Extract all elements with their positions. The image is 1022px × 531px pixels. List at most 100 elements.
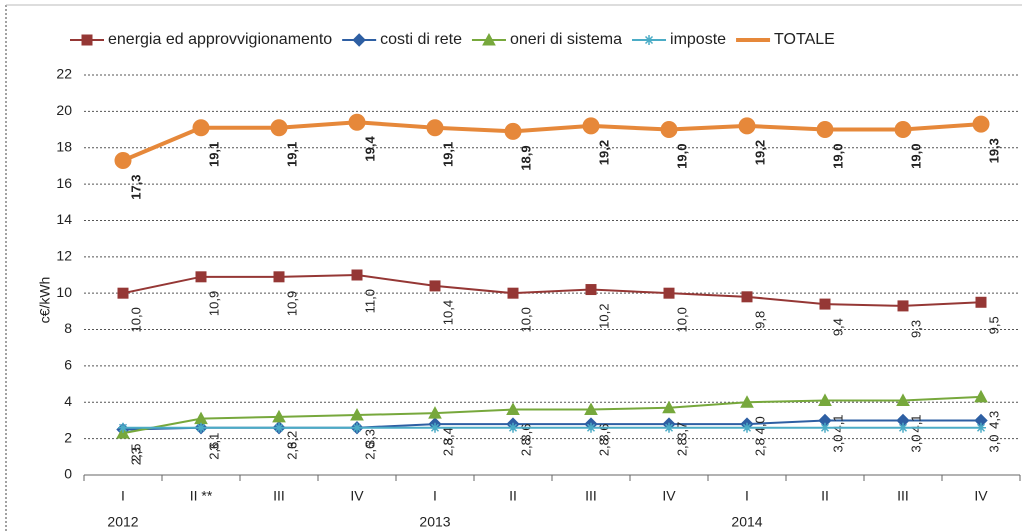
- point: [585, 284, 597, 296]
- value-label: 11,0: [362, 289, 377, 313]
- point: [662, 400, 676, 414]
- y-tick-label: 6: [64, 357, 72, 373]
- point: [742, 422, 752, 433]
- value-label: 4,3: [986, 411, 1001, 429]
- point: [898, 422, 908, 433]
- y-tick-label: 20: [56, 102, 72, 118]
- series-line: [122, 273, 982, 307]
- point: [976, 422, 986, 433]
- legend-item: oneri di sistema: [471, 31, 622, 48]
- point: [272, 409, 286, 423]
- value-label: 2,8: [596, 438, 611, 456]
- point: [664, 422, 674, 433]
- value-label: 3,6: [518, 424, 533, 442]
- value-label: 18,9: [518, 145, 533, 170]
- legend-item: energia ed approvvigionamento: [70, 31, 332, 48]
- series-line: [122, 395, 982, 435]
- point: [504, 122, 522, 140]
- value-label: 19,3: [986, 138, 1001, 163]
- value-label: 10,0: [674, 307, 689, 332]
- value-label: 3,0: [830, 434, 845, 452]
- y-tick-label: 4: [64, 393, 72, 409]
- value-label: 19,2: [752, 140, 767, 165]
- point: [430, 422, 440, 433]
- point: [975, 296, 987, 308]
- series: [118, 422, 986, 433]
- y-tick-label: 2: [64, 429, 72, 445]
- value-label: 3,6: [596, 424, 611, 442]
- value-label: 10,0: [128, 307, 143, 332]
- value-label: 3,0: [908, 434, 923, 452]
- point: [348, 113, 366, 131]
- series: 10,0 10,9 10,9 11,0 10,4 10,0 10,2 10,0 9,8 9,4 9,…: [117, 269, 1001, 338]
- value-label: 10,9: [284, 291, 299, 316]
- value-label: 19,4: [362, 136, 377, 162]
- point: [350, 407, 364, 421]
- value-label: 19,0: [674, 144, 689, 169]
- x-tick-label: I: [433, 488, 437, 504]
- value-label: 3,4: [440, 427, 455, 445]
- value-label: 2,6: [362, 442, 377, 460]
- legend-label: costi di rete: [380, 31, 462, 48]
- point: [974, 389, 988, 403]
- value-label: 2,8: [518, 438, 533, 456]
- point: [582, 117, 600, 135]
- point: [508, 422, 518, 433]
- x-tick-label: IV: [974, 488, 988, 504]
- point: [81, 34, 93, 46]
- x-tick-label: III: [585, 488, 597, 504]
- point: [351, 269, 363, 281]
- point: [428, 406, 442, 419]
- point: [507, 287, 519, 299]
- value-label: 3,3: [362, 429, 377, 447]
- value-label: 3,7: [674, 422, 689, 440]
- point: [426, 119, 444, 137]
- value-label: 9,8: [752, 311, 767, 329]
- year-label: 2012: [107, 514, 138, 530]
- legend-label: oneri di sistema: [510, 31, 622, 48]
- legend-label: imposte: [670, 31, 726, 48]
- point: [117, 287, 129, 299]
- series: 2,3 3,1 3,2 3,3 3,4 3,6 3,6 3,7 4,0 4,1 4,1 4,3: [116, 389, 1001, 465]
- value-label: 19,0: [908, 144, 923, 169]
- point: [972, 115, 990, 133]
- point: [740, 395, 754, 408]
- point: [897, 300, 909, 312]
- x-tick-label: I: [121, 488, 125, 504]
- year-label: 2014: [731, 514, 762, 530]
- point: [506, 402, 520, 416]
- value-label: 19,1: [284, 142, 299, 167]
- point: [192, 119, 210, 137]
- point: [586, 422, 596, 433]
- legend-label: energia ed approvvigionamento: [108, 31, 332, 48]
- point: [816, 121, 834, 139]
- y-tick-label: 16: [56, 175, 72, 191]
- value-label: 9,4: [830, 318, 845, 336]
- point: [660, 121, 678, 139]
- value-label: 10,0: [518, 307, 533, 332]
- point: [114, 151, 132, 169]
- point: [741, 291, 753, 303]
- value-label: 10,9: [206, 291, 221, 316]
- point: [273, 271, 285, 283]
- y-tick-label: 0: [64, 466, 72, 482]
- value-label: 10,2: [596, 304, 611, 329]
- point: [352, 33, 366, 47]
- series: 17,3 19,1 19,1 19,4 19,1 18,9 19,2 19,0 19,2 19,0…: [114, 113, 1001, 200]
- x-tick-label: II: [821, 488, 829, 504]
- value-label: 2,3: [128, 447, 143, 465]
- legend-item: TOTALE: [736, 31, 835, 48]
- point: [896, 393, 910, 406]
- y-tick-label: 18: [56, 138, 72, 154]
- y-axis-label: c€/kWh: [37, 277, 53, 324]
- y-tick-label: 12: [56, 248, 72, 264]
- point: [274, 422, 284, 433]
- point: [738, 117, 756, 135]
- point: [644, 35, 655, 45]
- x-tick-label: IV: [662, 488, 676, 504]
- value-label: 2,6: [284, 442, 299, 460]
- value-label: 17,3: [128, 174, 143, 199]
- legend-item: imposte: [632, 31, 726, 48]
- point: [196, 422, 206, 433]
- x-tick-label: I: [745, 488, 749, 504]
